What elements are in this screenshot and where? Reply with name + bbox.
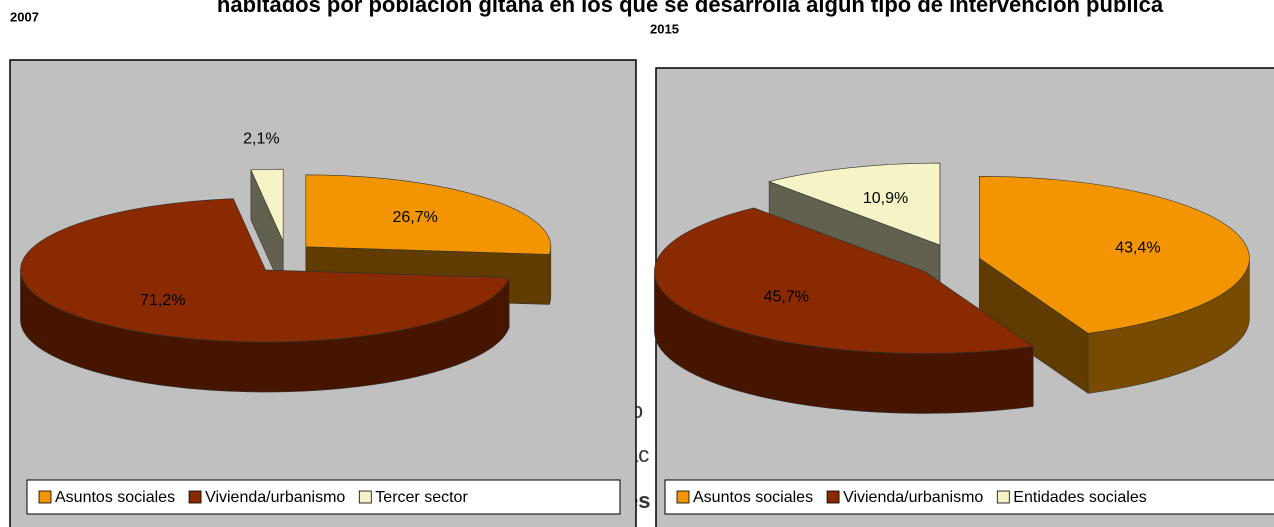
legend-swatch [826, 490, 840, 504]
slice-outer-wall [549, 246, 552, 305]
slice-top [979, 175, 1250, 334]
legend-label: Vivienda/urbanismo [843, 489, 983, 506]
pie-chart: 2015 43,4% 45,7% 10,9% Asuntos sociales Vivie… [650, 21, 1274, 527]
legend-swatch [996, 490, 1010, 504]
legend-swatch [38, 490, 52, 504]
legend-swatch [358, 490, 372, 504]
data-label: 2,1% [243, 130, 279, 147]
data-label: 43,4% [1115, 239, 1160, 256]
pie-chart: 2007 26,7% 71,2% 2,1% Asuntos sociales Vivien… [9, 9, 637, 527]
legend-label: Asuntos sociales [693, 489, 813, 506]
slice-top [654, 207, 1035, 354]
slice-top [768, 162, 941, 246]
pie-slice [979, 175, 1250, 394]
legend: Asuntos sociales Vivienda/urbanismo Entida… [664, 479, 1274, 515]
chart-title: 2007 [10, 9, 39, 24]
slice-top [305, 174, 552, 255]
pie-slice [20, 198, 510, 393]
pie-slice [250, 168, 284, 292]
data-label: 10,9% [863, 190, 908, 207]
legend-swatch [188, 490, 202, 504]
legend-label: Vivienda/urbanismo [205, 489, 345, 506]
legend-box [26, 479, 621, 515]
legend: Asuntos sociales Vivienda/urbanismo Tercer… [26, 479, 621, 515]
slice-top [250, 168, 284, 242]
page-title: habitados por población gitana en los qu… [217, 0, 1164, 17]
legend-swatch [676, 490, 690, 504]
chart-title: 2015 [650, 21, 679, 36]
pie-slice [654, 207, 1035, 414]
data-label: 71,2% [140, 292, 185, 309]
data-label: 26,7% [392, 209, 437, 226]
legend-box [664, 479, 1274, 515]
slice-top [20, 198, 510, 343]
legend-label: Asuntos sociales [55, 489, 175, 506]
data-label: 45,7% [764, 288, 809, 305]
legend-label: Tercer sector [375, 489, 468, 506]
legend-label: Entidades sociales [1013, 489, 1146, 506]
